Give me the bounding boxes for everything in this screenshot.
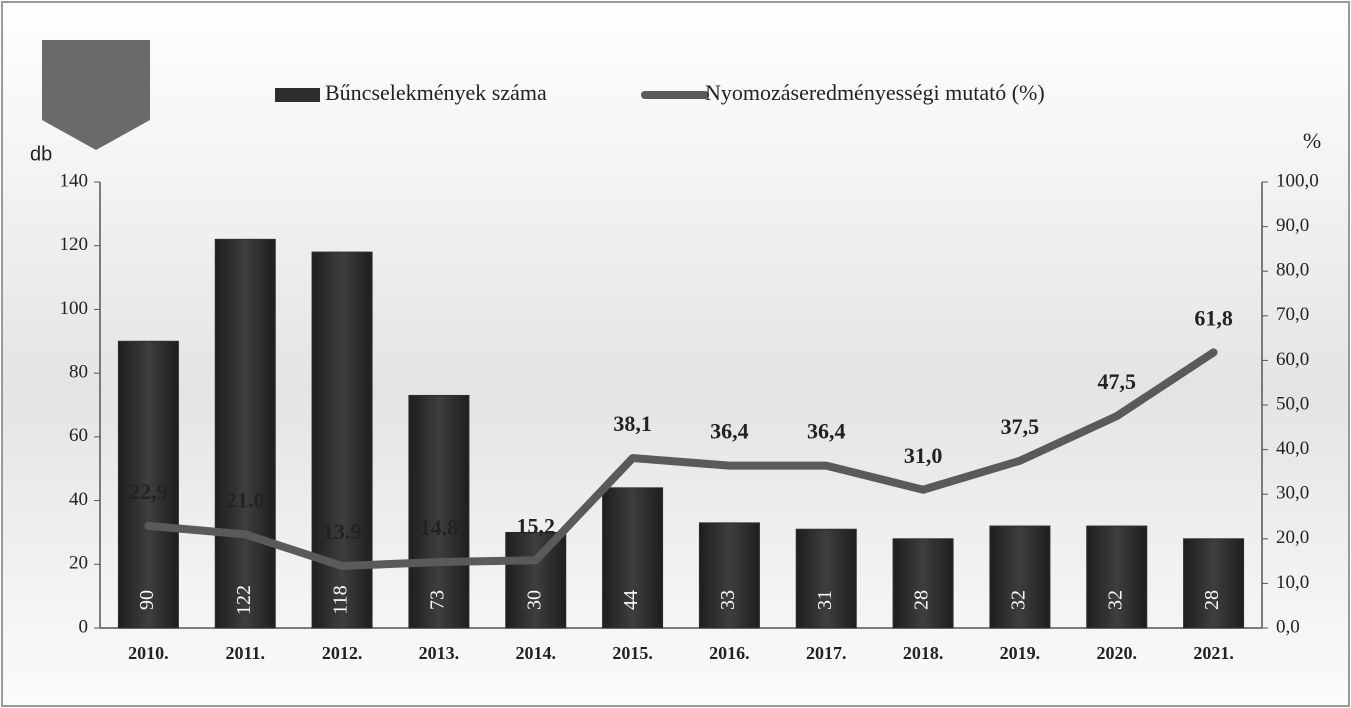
line-value-label: 37,5 xyxy=(1001,414,1040,439)
y-tick-label: 100 xyxy=(60,298,89,319)
line-value-label: 22,9 xyxy=(129,479,168,504)
bar xyxy=(795,528,857,629)
line-value-label: 14.8 xyxy=(420,515,459,540)
bar-value-label: 31 xyxy=(814,590,836,610)
y-tick-label: 60 xyxy=(69,425,88,446)
y2-tick-label: 90,0 xyxy=(1276,215,1309,236)
legend-label: Bűncselekmények száma xyxy=(325,80,547,105)
bar xyxy=(311,251,373,629)
x-tick-label: 2015. xyxy=(612,643,653,663)
line-value-label: 38,1 xyxy=(613,411,652,436)
bar xyxy=(1086,525,1148,629)
bar-value-label: 28 xyxy=(1201,590,1223,610)
y2-axis-label: % xyxy=(1303,128,1321,153)
bar xyxy=(892,538,954,629)
y2-tick-label: 100,0 xyxy=(1276,170,1319,191)
bar xyxy=(214,238,276,629)
bar xyxy=(602,487,664,629)
y-tick-label: 120 xyxy=(60,234,89,255)
line-value-label: 47,5 xyxy=(1098,369,1137,394)
bar xyxy=(1183,538,1245,629)
bar-value-label: 28 xyxy=(911,590,933,610)
line-value-label: 31,0 xyxy=(904,443,943,468)
line-value-label: 36,4 xyxy=(807,419,846,444)
bar-value-label: 73 xyxy=(427,590,449,610)
x-tick-label: 2010. xyxy=(128,643,169,663)
line-value-label: 21.0 xyxy=(226,487,265,512)
legend-swatch xyxy=(275,88,320,102)
line xyxy=(144,348,1218,571)
y2-tick-label: 0,0 xyxy=(1276,616,1300,637)
bar-value-label: 33 xyxy=(717,590,739,610)
bar xyxy=(989,525,1051,629)
y2-tick-label: 10,0 xyxy=(1276,572,1309,593)
bar xyxy=(117,340,179,629)
x-tick-label: 2012. xyxy=(322,643,363,663)
x-tick-label: 2020. xyxy=(1097,643,1138,663)
x-tick-label: 2019. xyxy=(1000,643,1041,663)
y-tick-label: 0 xyxy=(79,616,89,637)
y-tick-label: 20 xyxy=(69,553,88,574)
bar-value-label: 118 xyxy=(330,585,352,614)
x-tick-label: 2016. xyxy=(709,643,750,663)
x-tick-label: 2018. xyxy=(903,643,944,663)
x-tick-label: 2014. xyxy=(516,643,557,663)
y-axis-label: db xyxy=(30,143,52,165)
bar-value-label: 122 xyxy=(233,585,255,615)
line-value-label: 13.9 xyxy=(323,519,362,544)
y2-tick-label: 70,0 xyxy=(1276,304,1309,325)
y2-tick-label: 60,0 xyxy=(1276,349,1309,370)
line-value-label: 36,4 xyxy=(710,419,749,444)
bar-value-label: 32 xyxy=(1008,590,1030,610)
bar xyxy=(698,522,760,629)
bar xyxy=(505,531,567,629)
logo xyxy=(42,40,150,150)
y-tick-label: 80 xyxy=(69,362,88,383)
y2-tick-label: 20,0 xyxy=(1276,527,1309,548)
line-value-label: 15,2 xyxy=(517,513,556,538)
x-tick-label: 2011. xyxy=(225,643,265,663)
bar-value-label: 30 xyxy=(523,590,545,610)
y2-tick-label: 50,0 xyxy=(1276,393,1309,414)
x-tick-label: 2013. xyxy=(419,643,460,663)
bar xyxy=(408,394,470,629)
y2-tick-label: 30,0 xyxy=(1276,483,1309,504)
line-value-label: 61,8 xyxy=(1194,305,1233,330)
y2-tick-label: 40,0 xyxy=(1276,438,1309,459)
y2-tick-label: 80,0 xyxy=(1276,260,1309,281)
bar-value-label: 44 xyxy=(620,590,642,610)
bar-value-label: 90 xyxy=(136,590,158,610)
y-tick-label: 140 xyxy=(60,170,89,191)
y-tick-label: 40 xyxy=(69,489,88,510)
x-tick-label: 2021. xyxy=(1193,643,1234,663)
legend-label: Nyomozáseredményességi mutató (%) xyxy=(705,80,1045,105)
x-tick-label: 2017. xyxy=(806,643,847,663)
bar-value-label: 32 xyxy=(1104,590,1126,610)
